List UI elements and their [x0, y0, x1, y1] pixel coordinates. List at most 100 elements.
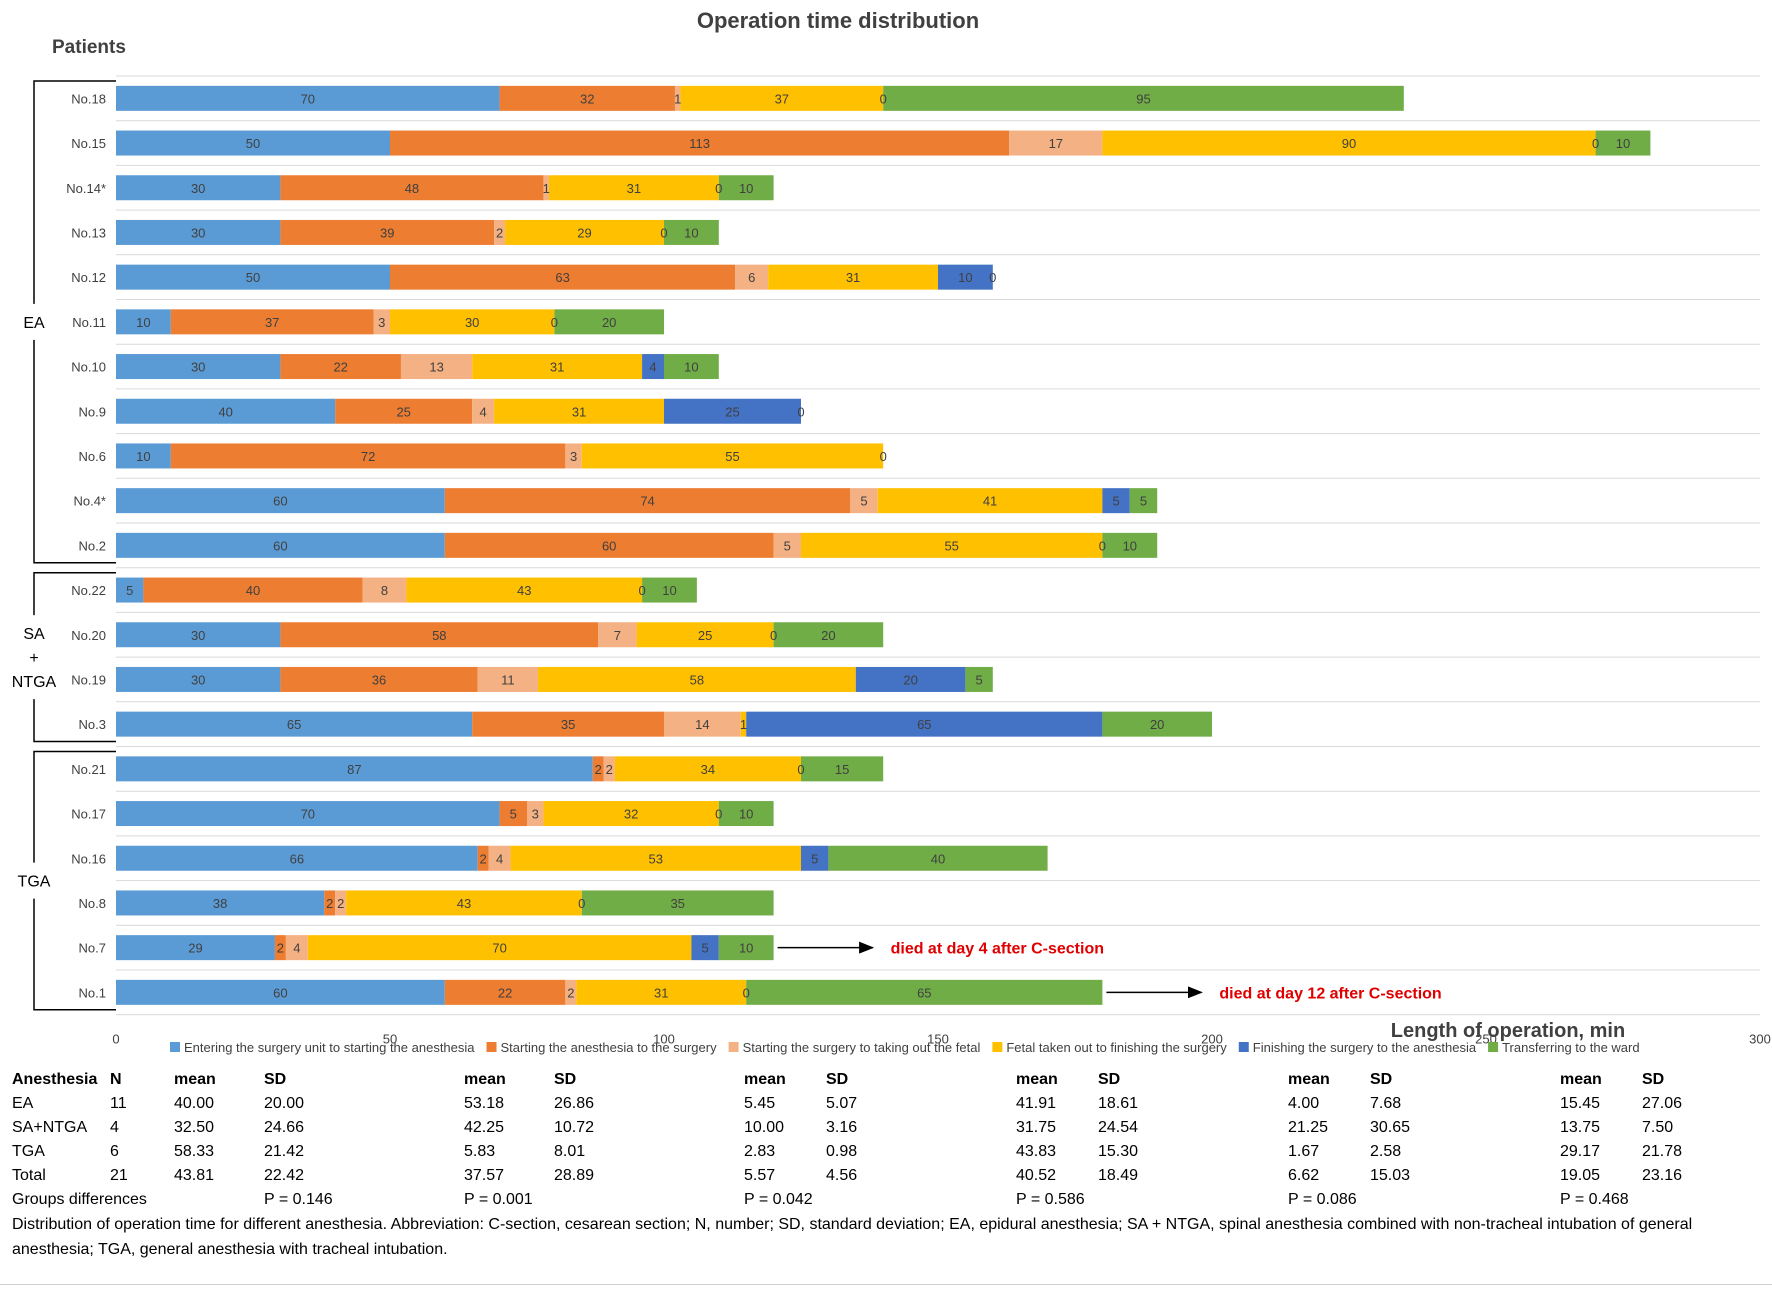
table-cell: mean	[1560, 1071, 1602, 1088]
segment-label: 13	[429, 360, 443, 375]
segment-label: 90	[1342, 136, 1356, 151]
table-cell: mean	[744, 1071, 786, 1088]
bar-segment	[116, 666, 281, 692]
table-cell: 7.50	[1642, 1119, 1674, 1136]
segment-label: 70	[492, 941, 506, 956]
legend-swatch	[992, 1042, 1003, 1052]
segment-label: 113	[689, 136, 710, 151]
segment-label: 63	[555, 270, 569, 285]
segment-label: 30	[191, 360, 205, 375]
patient-label: No.21	[71, 762, 106, 777]
bar-segment	[472, 354, 643, 380]
table-cell: 31.75	[1016, 1119, 1057, 1136]
bar-segment	[768, 264, 938, 290]
bar-segment	[488, 845, 511, 871]
bar-segment	[116, 935, 275, 961]
table-cell: 18.61	[1098, 1095, 1139, 1112]
segment-label: 25	[396, 404, 410, 419]
table-row: EA 11 40.00 20.00 53.18 26.86 5.45 5.07 41.91 18.…	[12, 1092, 1722, 1116]
table-cell: 2.83	[744, 1143, 776, 1160]
segment-label: 0	[880, 91, 887, 106]
bar-segment	[664, 354, 719, 380]
bar-segment	[274, 935, 286, 961]
table-cell: SD	[1370, 1071, 1393, 1088]
legend-swatch	[728, 1042, 739, 1052]
bar-segment	[116, 354, 281, 380]
bar-segment	[390, 130, 1010, 156]
figure-caption: Distribution of operation time for diffe…	[12, 1216, 1693, 1258]
segment-label: 10	[739, 181, 753, 196]
segment-label: 20	[821, 628, 835, 643]
group-bracket	[33, 898, 116, 1011]
bar-segment	[472, 711, 664, 737]
segment-label: 0	[743, 985, 750, 1000]
bar-segment	[636, 622, 774, 648]
segment-label: 0	[989, 270, 996, 285]
x-tick-label: 0	[112, 1032, 119, 1047]
bar-segment	[280, 622, 599, 648]
table-cell: 21	[110, 1167, 128, 1184]
segment-label: 35	[670, 896, 684, 911]
bar-segment	[1102, 130, 1596, 156]
segment-label: 0	[1592, 136, 1599, 151]
segment-label: 30	[191, 628, 205, 643]
bar-segment	[499, 85, 675, 111]
segment-label: 0	[880, 449, 887, 464]
bar-segment	[965, 666, 993, 692]
anesthesia-group-brackets: EA SA + NTGA TGA	[12, 80, 116, 1011]
y-axis-title: Patients	[52, 37, 126, 58]
table-cell: SA+NTGA	[12, 1119, 88, 1136]
bar-segment	[406, 577, 643, 603]
segment-label: 25	[698, 628, 712, 643]
bar-segment	[116, 711, 473, 737]
segment-label: 3	[570, 449, 577, 464]
x-tick-label: 300	[1749, 1032, 1771, 1047]
p-value: P = 0.086	[1288, 1191, 1357, 1208]
segment-label: 0	[638, 583, 645, 598]
bar-segment	[614, 756, 801, 782]
legend-swatch	[1238, 1042, 1249, 1052]
death-annotation: died at day 4 after C-section	[891, 941, 1104, 958]
segment-label: 31	[550, 360, 564, 375]
x-axis-title: Length of operation, min	[1391, 1020, 1625, 1042]
segment-label: 4	[480, 404, 487, 419]
bar-segment	[674, 85, 681, 111]
table-cell: 4	[110, 1119, 119, 1136]
bar-segment	[664, 711, 741, 737]
bar-segment	[444, 979, 566, 1005]
bar-segment	[877, 488, 1103, 514]
patient-label: No.6	[79, 449, 106, 464]
bar-segment	[444, 532, 774, 558]
segment-label: 48	[405, 181, 419, 196]
segment-label: 20	[1150, 717, 1164, 732]
legend-entry: Fetal taken out to finishing the surgery	[1006, 1040, 1227, 1055]
legend: Entering the surgery unit to starting th…	[170, 1040, 1640, 1055]
table-cell: 18.49	[1098, 1167, 1139, 1184]
bar-segment	[554, 309, 664, 335]
segment-label: 5	[1140, 494, 1147, 509]
table-cell: 15.45	[1560, 1095, 1601, 1112]
segment-label: 5	[811, 851, 818, 866]
bar-segment	[116, 890, 325, 916]
segment-label: 10	[136, 315, 150, 330]
bar-segment	[773, 532, 801, 558]
segment-label: 0	[715, 181, 722, 196]
table-cell: mean	[174, 1071, 216, 1088]
group-label: NTGA	[12, 674, 57, 691]
table-cell: 26.86	[554, 1095, 595, 1112]
table-cell: 20.00	[264, 1095, 305, 1112]
segment-label: 37	[265, 315, 279, 330]
bar-segment	[116, 532, 445, 558]
x-tick-label: 150	[927, 1032, 949, 1047]
table-cell: 5.07	[826, 1095, 858, 1112]
bar-segment	[362, 577, 407, 603]
table-cell: 40.52	[1016, 1167, 1057, 1184]
table-cell: 23.16	[1642, 1167, 1683, 1184]
legend-entry: Starting the anesthesia to the surgery	[501, 1040, 718, 1055]
bar-segment	[116, 488, 445, 514]
p-value: P = 0.468	[1560, 1191, 1629, 1208]
bar-segment	[565, 979, 577, 1005]
segment-label: 0	[1099, 538, 1106, 553]
legend-swatch	[1488, 1042, 1499, 1052]
